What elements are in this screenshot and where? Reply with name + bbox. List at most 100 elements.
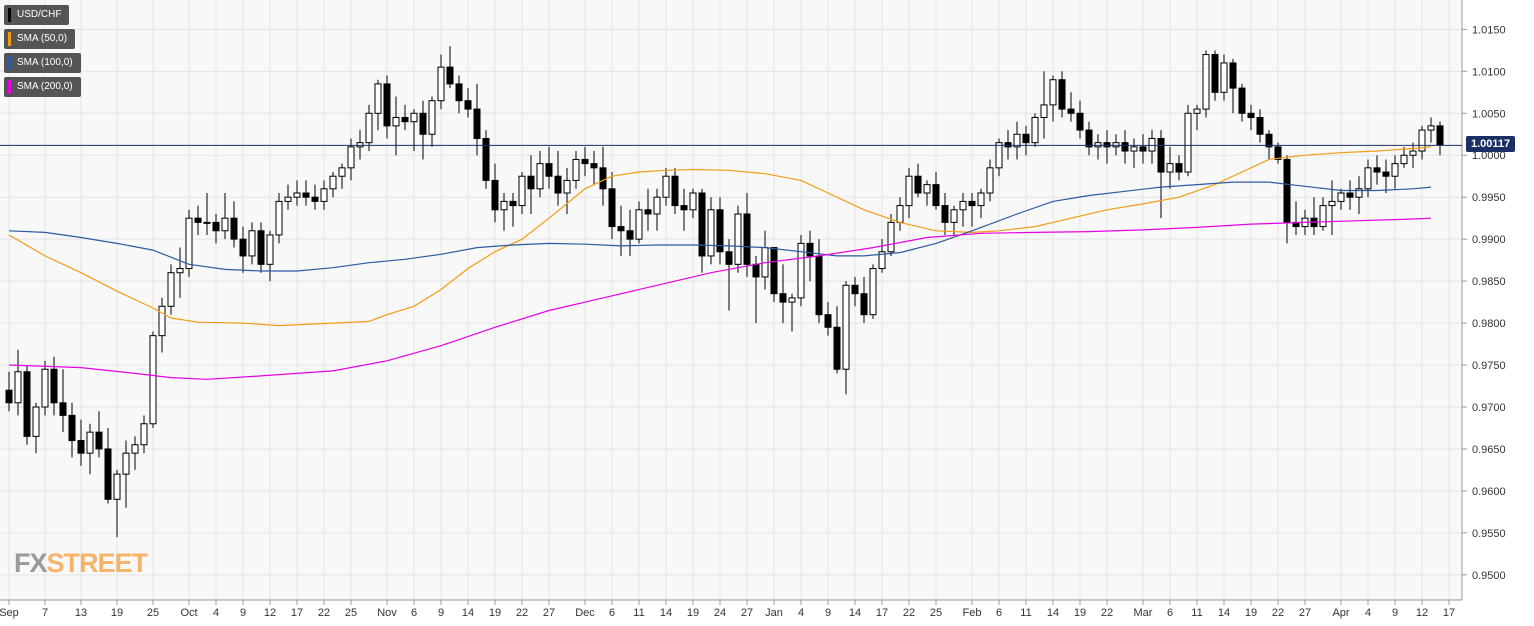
- candle-body: [446, 66, 454, 85]
- x-tick-label: Nov: [377, 607, 397, 619]
- candle: [23, 365, 31, 445]
- candle-body: [1130, 146, 1138, 152]
- candle: [410, 109, 418, 152]
- candle: [473, 83, 481, 156]
- candle-body: [212, 221, 220, 232]
- candle: [158, 297, 166, 353]
- candle: [644, 188, 652, 231]
- candle-body: [878, 251, 886, 270]
- candle-body: [1418, 129, 1426, 152]
- candle-body: [1202, 54, 1210, 110]
- candle-body: [1283, 158, 1291, 223]
- candle-body: [221, 217, 229, 232]
- x-tick-label: 22: [1272, 607, 1284, 619]
- candle-body: [1004, 142, 1012, 148]
- candle-body: [743, 213, 751, 265]
- candle-body: [698, 192, 706, 257]
- sma-line: [8, 181, 1432, 272]
- candle-body: [1247, 112, 1255, 118]
- candle: [1274, 142, 1282, 164]
- candle: [779, 264, 787, 324]
- candle: [1184, 104, 1192, 177]
- candle-body: [1355, 188, 1363, 198]
- x-tick-label: 19: [489, 607, 501, 619]
- x-tick-label: 19: [1245, 607, 1257, 619]
- candle: [878, 239, 886, 273]
- candle-body: [887, 221, 895, 253]
- candle: [329, 172, 337, 198]
- x-tick-label: 4: [1365, 607, 1371, 619]
- candle: [104, 427, 112, 504]
- candle: [59, 369, 67, 433]
- candle: [437, 54, 445, 110]
- candle-body: [59, 402, 67, 416]
- x-tick-label: 12: [1416, 607, 1428, 619]
- legend-item[interactable]: SMA (100,0): [4, 53, 81, 73]
- candle: [914, 163, 922, 198]
- candle: [14, 349, 22, 416]
- candle: [1373, 155, 1381, 185]
- candle-body: [1157, 137, 1165, 173]
- x-tick-label: Sep: [0, 607, 19, 619]
- candle: [608, 172, 616, 240]
- candle-body: [851, 284, 859, 295]
- candle: [257, 222, 265, 273]
- x-tick-label: 4: [798, 607, 804, 619]
- legend-swatch: [8, 56, 11, 70]
- candle: [1256, 109, 1264, 143]
- candle-body: [455, 83, 463, 102]
- x-tick-label: Jan: [765, 607, 783, 619]
- legend-label: SMA (50,0): [17, 33, 68, 44]
- candle-body: [923, 184, 931, 194]
- candle: [1265, 130, 1273, 160]
- candle: [446, 46, 454, 89]
- legend-item[interactable]: SMA (50,0): [4, 29, 76, 49]
- candle-body: [1121, 142, 1129, 152]
- candle: [1202, 50, 1210, 118]
- candle-body: [527, 175, 535, 190]
- candle: [95, 411, 103, 458]
- candle: [1409, 142, 1417, 168]
- fxstreet-logo: FXSTREET: [14, 548, 148, 579]
- sma-line: [8, 146, 1432, 327]
- candle-body: [1094, 142, 1102, 148]
- candle: [1382, 159, 1390, 194]
- candle-body: [14, 371, 22, 404]
- candle-body: [833, 326, 841, 370]
- x-tick-label: 27: [741, 607, 753, 619]
- y-tick-label: 1.0150: [1472, 24, 1506, 36]
- x-tick-label: 17: [876, 607, 888, 619]
- y-tick-label: 1.0000: [1472, 150, 1506, 162]
- candle-body: [1238, 87, 1246, 114]
- candle-body: [896, 205, 904, 223]
- candle: [428, 96, 436, 147]
- candle-body: [482, 137, 490, 181]
- candle-body: [635, 209, 643, 240]
- candle-body: [1184, 112, 1192, 173]
- candle-body: [32, 406, 40, 437]
- x-tick-label: 25: [345, 607, 357, 619]
- candle: [509, 193, 517, 227]
- candle: [1283, 155, 1291, 244]
- candle: [1031, 113, 1039, 147]
- candle-body: [644, 209, 652, 215]
- candle: [824, 302, 832, 336]
- candle-body: [608, 188, 616, 228]
- candle-body: [473, 108, 481, 139]
- candle: [1157, 130, 1165, 219]
- candle: [1292, 201, 1300, 235]
- candle-body: [104, 448, 112, 500]
- candle: [1004, 130, 1012, 160]
- legend-item[interactable]: SMA (200,0): [4, 77, 81, 97]
- legend-label: USD/CHF: [17, 9, 62, 20]
- candle: [950, 205, 958, 235]
- candle: [365, 104, 373, 152]
- x-tick-label: 14: [849, 607, 861, 619]
- candle-body: [68, 414, 76, 442]
- candle-body: [275, 200, 283, 236]
- candle-body: [563, 179, 571, 194]
- legend-item[interactable]: USD/CHF: [4, 5, 70, 25]
- candle-body: [626, 230, 634, 240]
- candle: [743, 193, 751, 277]
